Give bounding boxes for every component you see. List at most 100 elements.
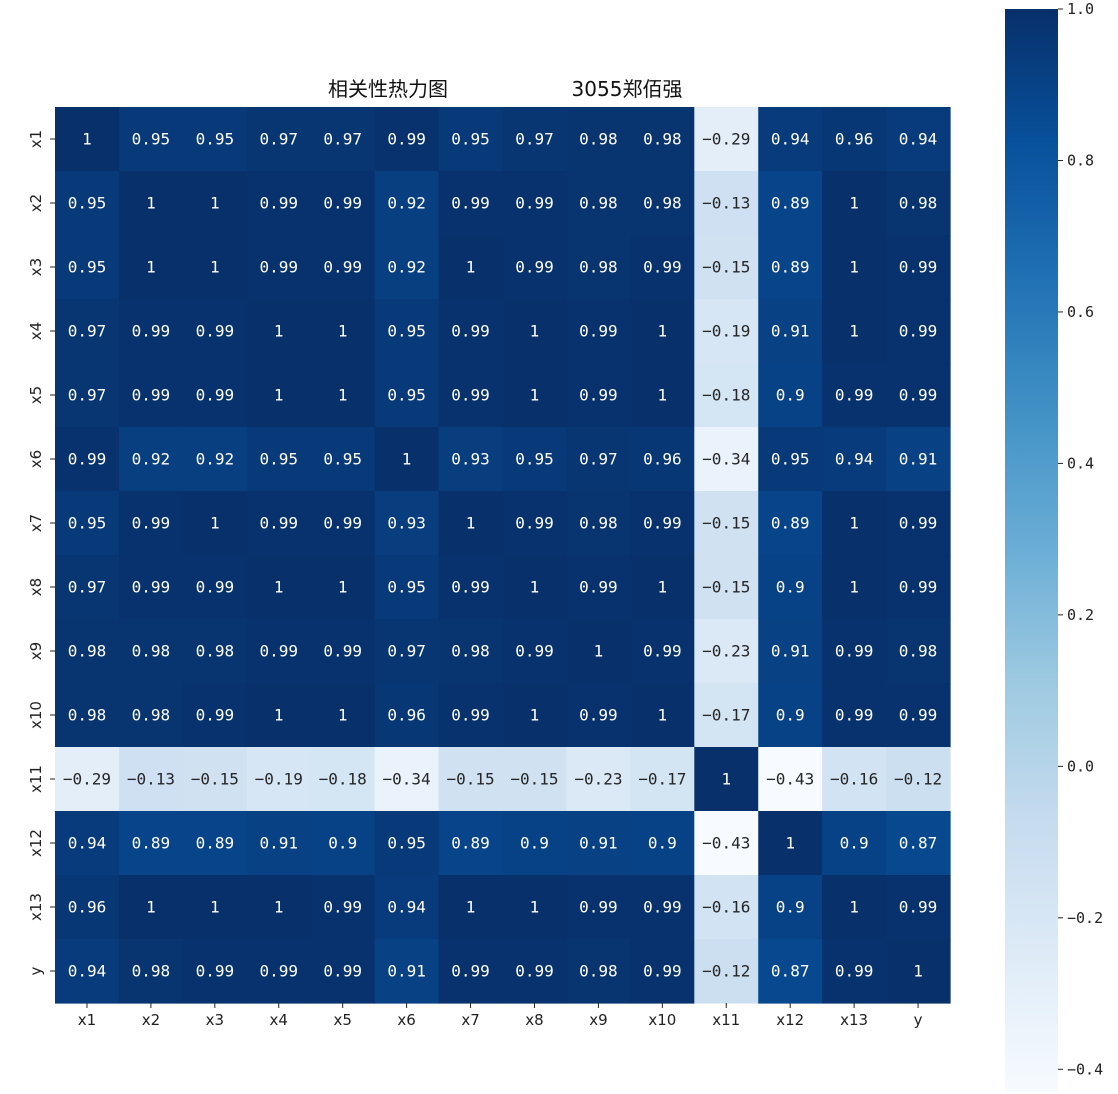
cell-value-label: 0.9 [776, 386, 805, 405]
heatmap-cell [630, 107, 695, 172]
cell-value-label: 0.99 [259, 514, 298, 533]
heatmap-cell [310, 107, 376, 172]
heatmap-cell [502, 491, 568, 556]
heatmap-cell [694, 427, 759, 492]
cell-value-label: 0.99 [899, 706, 938, 725]
cell-value-label: 0.95 [451, 130, 490, 149]
heatmap-cell [182, 875, 248, 940]
heatmap-cell [694, 811, 759, 876]
heatmap-cell [118, 171, 184, 236]
heatmap-cell [822, 747, 887, 812]
heatmap-cell [694, 683, 759, 748]
cell-value-label: 0.99 [196, 706, 235, 725]
cell-value-label: −0.29 [63, 770, 111, 789]
cell-value-label: 0.99 [515, 642, 554, 661]
heatmap-cell [374, 939, 440, 1004]
heatmap-cell [694, 939, 759, 1004]
heatmap-cell [374, 747, 440, 812]
heatmap-cell [566, 171, 631, 236]
heatmap-cell [502, 683, 568, 748]
colorbar-gradient [1005, 9, 1058, 1092]
cell-value-label: 1 [210, 514, 220, 533]
cell-value-label: 1 [721, 770, 731, 789]
cell-value-label: 0.98 [579, 130, 618, 149]
heatmap-cell [438, 235, 504, 300]
cell-value-label: 0.94 [771, 130, 810, 149]
heatmap-cell [694, 747, 759, 812]
y-tick-label: x7 [27, 514, 45, 532]
x-tick-label: x8 [525, 1011, 543, 1029]
cell-value-label: 1 [338, 322, 348, 341]
x-tick-label: x6 [397, 1011, 415, 1029]
heatmap-cell [55, 555, 120, 620]
heatmap-cell [566, 939, 631, 1004]
x-tick-label: x12 [776, 1011, 804, 1029]
heatmap-cell [502, 427, 568, 492]
heatmap-cell [694, 491, 759, 556]
heatmap-cell [630, 811, 695, 876]
colorbar-tick-label: 0.4 [1067, 454, 1094, 472]
cell-value-label: 0.99 [579, 706, 618, 725]
cell-value-label: 0.98 [643, 130, 682, 149]
cell-value-label: 0.95 [387, 322, 426, 341]
heatmap-cell [822, 939, 887, 1004]
heatmap-cell [374, 171, 440, 236]
chart-title: 相关性热力图 [328, 77, 448, 101]
heatmap-cell [55, 939, 120, 1004]
cell-value-label: 0.98 [579, 962, 618, 981]
x-tick-label: x13 [840, 1011, 868, 1029]
cell-value-label: 0.99 [579, 578, 618, 597]
cell-value-label: 0.89 [451, 834, 490, 853]
heatmap-cell [822, 363, 887, 428]
colorbar-tick-label: 0.2 [1067, 606, 1094, 624]
cell-value-label: 0.95 [387, 386, 426, 405]
heatmap-cell [246, 491, 312, 556]
heatmap-cell [310, 171, 376, 236]
cell-value-label: 1 [210, 194, 220, 213]
heatmap-cell [438, 811, 504, 876]
cell-value-label: 1 [849, 194, 859, 213]
heatmap-cell [822, 171, 887, 236]
x-tick-label: y [914, 1011, 923, 1029]
heatmap-cell [886, 555, 951, 620]
heatmap-cell [438, 939, 504, 1004]
cell-value-label: 1 [338, 706, 348, 725]
heatmap-cell [118, 363, 184, 428]
cell-value-label: 0.99 [387, 130, 426, 149]
heatmap-cell [182, 747, 248, 812]
cell-value-label: 0.89 [771, 194, 810, 213]
heatmap-cell [630, 619, 695, 684]
heatmap-cell [758, 747, 823, 812]
cell-value-label: 0.99 [196, 386, 235, 405]
cell-value-label: 0.98 [196, 642, 235, 661]
heatmap-cell [118, 491, 184, 556]
cell-value-label: 0.97 [323, 130, 362, 149]
heatmap-cell [502, 107, 568, 172]
cell-value-label: 0.99 [451, 322, 490, 341]
cell-value-label: 0.98 [68, 642, 107, 661]
heatmap-cell [438, 875, 504, 940]
cell-value-label: 1 [466, 898, 476, 917]
cell-value-label: 0.96 [835, 130, 874, 149]
heatmap-cell [55, 363, 120, 428]
heatmap-cell [630, 683, 695, 748]
cell-value-label: 0.99 [323, 514, 362, 533]
cell-value-label: −0.19 [255, 770, 303, 789]
heatmap-cell [502, 939, 568, 1004]
y-tick-label: x4 [27, 322, 45, 340]
cell-value-label: 0.98 [899, 194, 938, 213]
cell-value-label: −0.15 [191, 770, 239, 789]
cell-value-label: 1 [849, 898, 859, 917]
cell-value-label: 1 [658, 706, 668, 725]
heatmap-cell [182, 491, 248, 556]
cell-value-label: −0.29 [702, 130, 750, 149]
heatmap-cell [502, 363, 568, 428]
cell-value-label: −0.12 [702, 962, 750, 981]
cell-value-label: 0.95 [68, 514, 107, 533]
heatmap-cell [310, 875, 376, 940]
cell-value-label: 0.97 [68, 386, 107, 405]
cell-value-label: 0.99 [899, 386, 938, 405]
heatmap-cell [758, 427, 823, 492]
cell-value-label: 0.98 [132, 962, 171, 981]
